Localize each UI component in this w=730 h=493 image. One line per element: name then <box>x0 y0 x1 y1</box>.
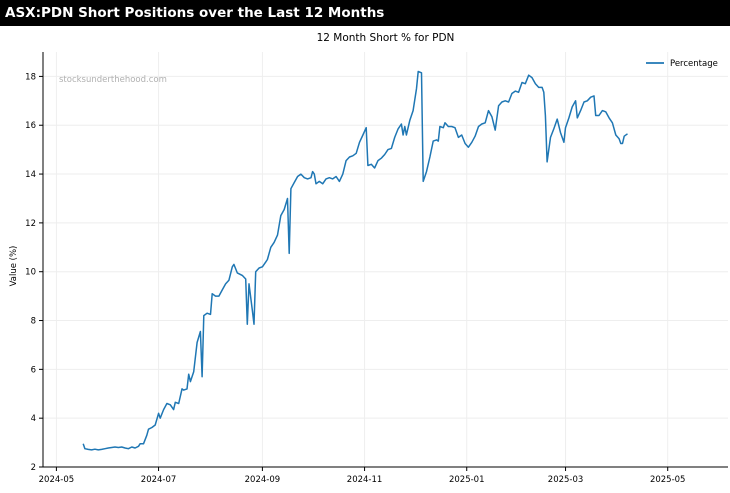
chart-grid <box>43 52 728 468</box>
x-tick-label: 2025-03 <box>548 475 584 485</box>
x-tick-label: 2024-11 <box>347 475 383 485</box>
series-line-percentage <box>82 70 628 451</box>
chart-axes: 2 4 6 8 10 12 14 16 18 2024-05 2024-07 2024-09 2024-… <box>25 52 728 485</box>
y-tick-label: 6 <box>31 365 36 375</box>
x-tick-label: 2025-01 <box>449 475 485 485</box>
x-tick-label: 2024-07 <box>141 475 177 485</box>
y-tick-label: 2 <box>31 463 36 473</box>
x-tick-label: 2024-05 <box>39 475 75 485</box>
legend-label: Percentage <box>670 59 718 69</box>
chart-title: 12 Month Short % for PDN <box>317 32 455 44</box>
x-tick-label: 2024-09 <box>245 475 281 485</box>
y-tick-label: 12 <box>25 219 36 229</box>
short-position-chart: 12 Month Short % for PDN 246810121416182… <box>9 32 728 485</box>
x-tick-label: 2025-05 <box>650 475 686 485</box>
chart-legend: Percentage <box>646 59 718 69</box>
y-tick-label: 4 <box>31 414 36 424</box>
y-tick-label: 8 <box>31 317 36 327</box>
y-tick-label: 16 <box>25 121 36 131</box>
watermark-text: stocksunderthehood.com <box>59 75 167 85</box>
header-bar: ASX:PDN Short Positions over the Last 12… <box>0 0 730 26</box>
y-axis-label: Value (%) <box>9 246 19 287</box>
y-tick-label: 10 <box>25 268 36 278</box>
page-title: ASX:PDN Short Positions over the Last 12… <box>5 5 385 21</box>
y-tick-label: 14 <box>25 170 36 180</box>
chart-series <box>82 70 628 451</box>
y-tick-label: 18 <box>25 72 36 82</box>
